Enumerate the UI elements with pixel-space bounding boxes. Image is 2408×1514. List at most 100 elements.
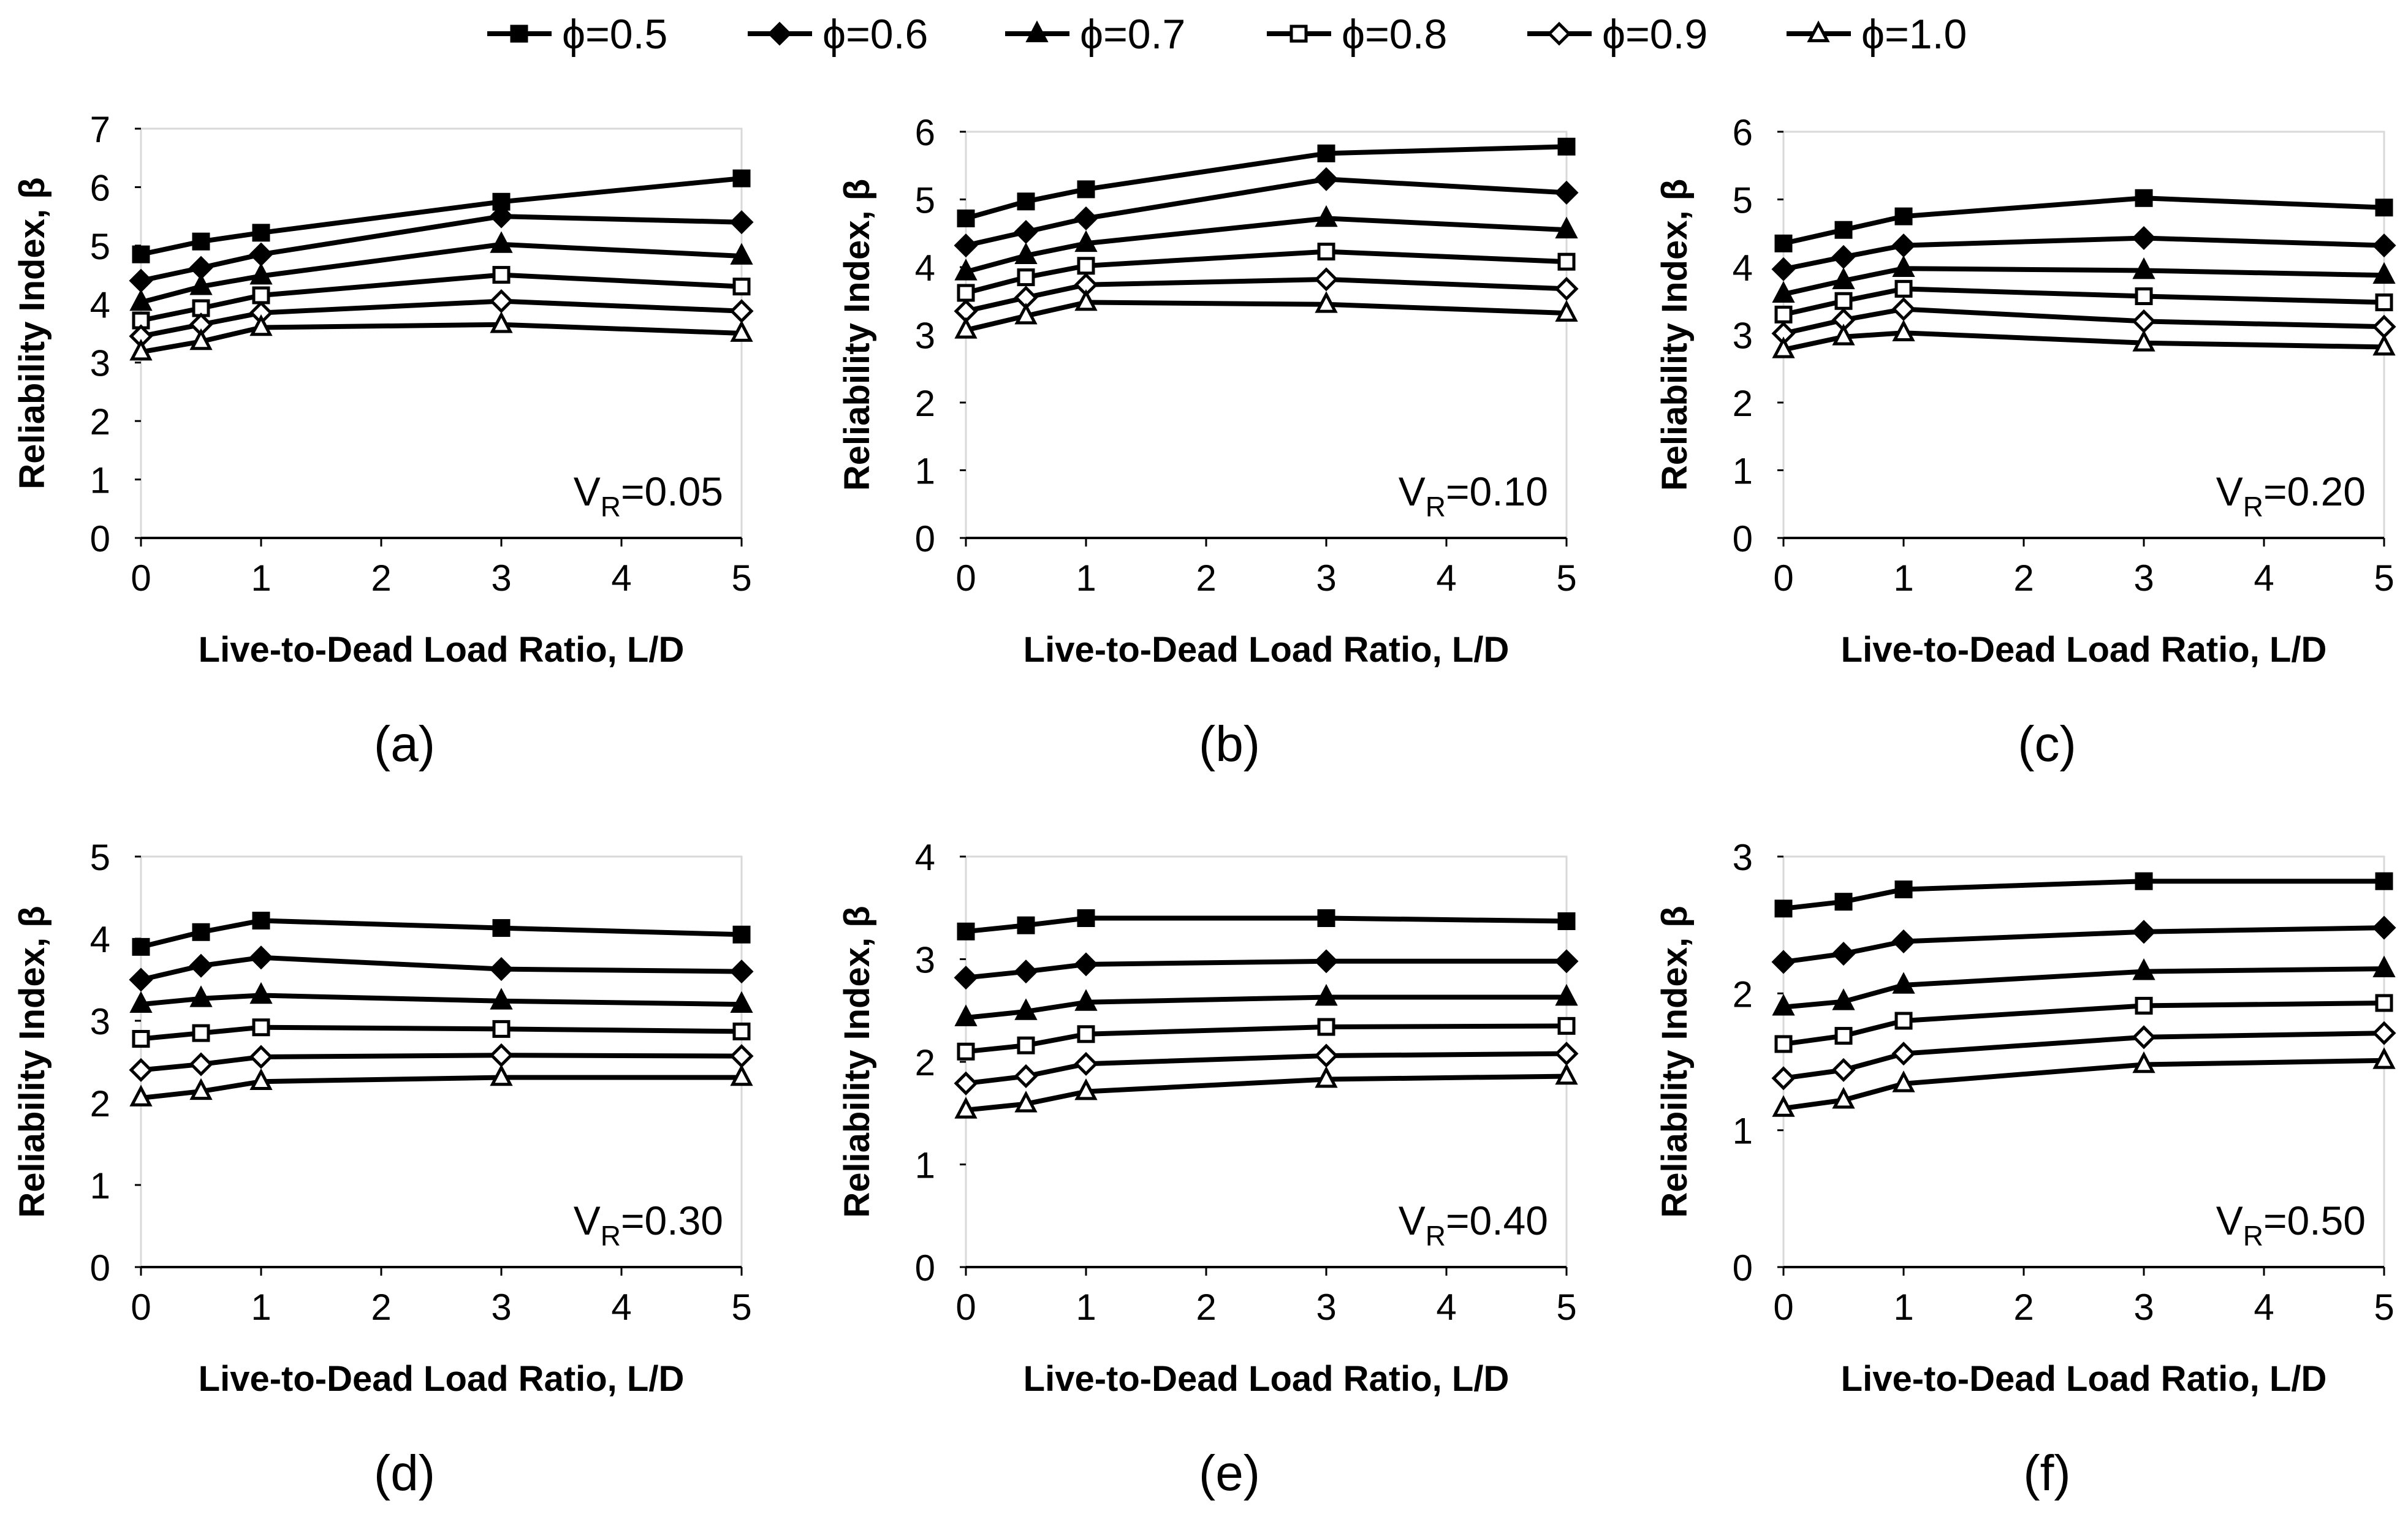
x-axis-label: Live-to-Dead Load Ratio, L/D <box>1841 1359 2327 1399</box>
y-tick-label: 0 <box>90 1247 110 1289</box>
chart-panel: 0 1 2 3 4 5 6 7 0 1 2 3 4 5 Live-to-Dead Load Ratio, L… <box>12 109 754 772</box>
vr-annotation: VR=0.05 <box>574 469 723 523</box>
y-tick-label: 3 <box>915 940 935 981</box>
data-point <box>732 169 751 187</box>
data-point <box>1074 989 1098 1011</box>
y-tick-label: 0 <box>915 1247 935 1289</box>
series <box>954 289 1578 339</box>
data-point <box>2132 1051 2155 1073</box>
data-point <box>129 967 153 992</box>
legend-label: ϕ=0.9 <box>1602 11 1707 58</box>
series <box>1772 955 2396 1016</box>
data-point <box>2132 920 2156 944</box>
data-point <box>2375 293 2393 311</box>
data-point <box>249 945 273 970</box>
series <box>954 167 1579 258</box>
legend-marker <box>510 25 528 43</box>
legend-item: ϕ=0.5 <box>487 11 667 58</box>
y-tick-label: 3 <box>1733 837 1753 878</box>
data-point <box>1771 1066 1796 1091</box>
data-point <box>954 233 978 258</box>
data-point <box>1074 206 1098 230</box>
panel-label: (c) <box>2018 716 2076 772</box>
data-point <box>1891 1042 1916 1066</box>
data-point <box>954 1071 978 1096</box>
data-point <box>1831 942 1856 966</box>
series <box>957 137 1576 227</box>
data-point <box>249 314 273 336</box>
x-tick-label: 5 <box>731 558 751 599</box>
data-point <box>954 966 978 990</box>
data-point <box>2132 330 2155 352</box>
data-point <box>1831 1058 1856 1082</box>
data-point <box>730 991 753 1013</box>
data-point <box>132 1029 150 1048</box>
data-point <box>249 1068 273 1090</box>
y-tick-label: 0 <box>915 518 935 559</box>
series <box>1771 297 2396 346</box>
data-point <box>730 243 753 265</box>
x-axis-label: Live-to-Dead Load Ratio, L/D <box>199 630 685 670</box>
vr-annotation: VR=0.50 <box>2216 1198 2366 1252</box>
x-tick-label: 0 <box>1773 558 1793 599</box>
data-point <box>1892 255 1915 278</box>
series <box>954 1062 1578 1119</box>
x-axis-label: Live-to-Dead Load Ratio, L/D <box>1841 630 2327 670</box>
data-point <box>1017 916 1035 934</box>
data-point <box>2132 958 2155 980</box>
data-point <box>1317 1018 1335 1036</box>
y-tick-label: 2 <box>1733 974 1753 1015</box>
data-point <box>1892 319 1915 342</box>
y-tick-label: 6 <box>1733 112 1753 153</box>
x-tick-label: 2 <box>371 1287 391 1328</box>
y-tick-label: 0 <box>90 518 110 559</box>
data-point <box>2372 915 2396 940</box>
data-point <box>2372 262 2396 284</box>
series <box>1771 225 2396 281</box>
x-tick-label: 5 <box>1556 558 1576 599</box>
data-point <box>729 959 754 984</box>
x-axis-label: Live-to-Dead Load Ratio, L/D <box>1024 1359 1510 1399</box>
data-point <box>1074 1078 1098 1100</box>
data-point <box>732 278 751 296</box>
data-point <box>1014 220 1038 244</box>
data-point <box>730 320 753 342</box>
data-point <box>2135 872 2153 890</box>
data-point <box>2135 996 2153 1015</box>
data-point <box>1017 192 1035 211</box>
data-point <box>192 1024 210 1042</box>
x-tick-label: 5 <box>731 1287 751 1328</box>
data-point <box>189 273 213 295</box>
y-axis-label: Reliability Index, β <box>12 906 52 1217</box>
y-tick-label: 3 <box>90 1001 110 1042</box>
legend-item: ϕ=0.6 <box>748 11 928 58</box>
data-point <box>1832 324 1855 346</box>
data-point <box>2375 872 2393 890</box>
x-tick-label: 1 <box>1893 558 1913 599</box>
y-tick-label: 4 <box>1733 248 1753 289</box>
series <box>1771 915 2396 974</box>
series <box>957 243 1576 302</box>
data-point <box>1892 1070 1915 1092</box>
x-tick-label: 1 <box>251 1287 271 1328</box>
data-point <box>1772 281 1795 303</box>
y-tick-label: 5 <box>90 837 110 878</box>
data-point <box>489 204 514 229</box>
data-point <box>1315 291 1338 313</box>
data-point <box>132 245 150 263</box>
series <box>1774 872 2393 918</box>
y-axis-label: Reliability Index, β <box>837 906 877 1217</box>
y-tick-label: 3 <box>915 316 935 357</box>
data-point <box>732 1022 751 1040</box>
y-tick-label: 4 <box>915 248 935 289</box>
data-point <box>954 259 978 281</box>
data-point <box>189 1078 213 1100</box>
legend-item: ϕ=0.9 <box>1527 11 1707 58</box>
data-point <box>1892 972 1915 994</box>
x-tick-label: 1 <box>251 558 271 599</box>
data-point <box>1891 297 1916 322</box>
data-point <box>1317 243 1335 261</box>
y-tick-label: 1 <box>90 1165 110 1206</box>
chart-panel: 0 1 2 3 4 5 6 0 1 2 3 4 5 Live-to-Dead Load Ratio, L/… <box>837 112 1579 772</box>
data-point <box>129 338 153 361</box>
